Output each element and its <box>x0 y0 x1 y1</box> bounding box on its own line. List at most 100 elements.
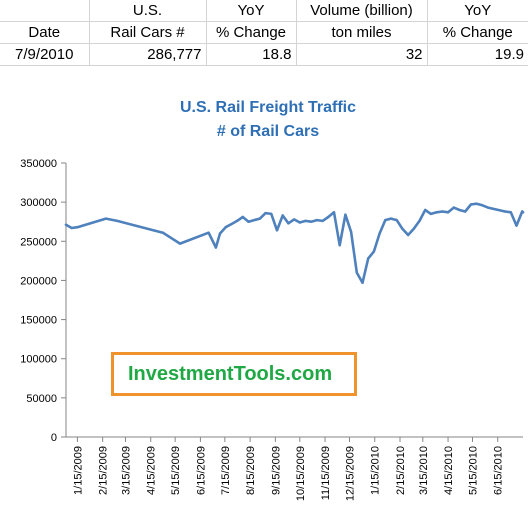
chart-subtitle: # of Rail Cars <box>217 123 319 140</box>
header-cell[interactable]: Date <box>0 21 90 44</box>
data-point <box>304 219 307 223</box>
data-point <box>235 219 239 223</box>
data-point <box>412 227 415 230</box>
data-point <box>207 231 210 234</box>
x-tick-label: 4/15/2010 <box>443 446 455 495</box>
y-tick-label: 350000 <box>20 158 57 170</box>
y-tick-label: 150000 <box>20 315 57 327</box>
data-point <box>344 213 347 216</box>
x-tick-label: 8/15/2009 <box>245 446 257 495</box>
rail-traffic-chart: U.S. Rail Freight Traffic # of Rail Cars… <box>20 99 525 501</box>
y-tick-label: 250000 <box>20 236 57 248</box>
data-row: 7/9/2010 286,777 18.8 32 19.9 <box>0 43 528 66</box>
data-point <box>116 219 119 223</box>
x-tick-label: 1/15/2009 <box>72 446 84 495</box>
data-point <box>275 229 279 232</box>
header-cell[interactable]: % Change <box>427 21 528 44</box>
data-point <box>64 223 68 226</box>
data-point <box>214 246 218 249</box>
rail-cars-cell[interactable]: 286,777 <box>89 43 207 66</box>
data-point <box>406 233 410 237</box>
x-tick-label: 4/15/2009 <box>146 446 158 495</box>
data-point <box>458 208 461 212</box>
data-point <box>224 226 227 229</box>
x-tick-label: 2/15/2009 <box>98 446 110 495</box>
x-tick-label: 6/15/2009 <box>195 446 207 495</box>
data-point <box>315 218 319 222</box>
y-tick-label: 50000 <box>26 393 57 405</box>
data-point <box>287 222 290 225</box>
x-tick-label: 12/15/2009 <box>344 446 356 501</box>
data-point <box>475 202 478 205</box>
data-point <box>372 250 376 253</box>
header-cell[interactable]: % Change <box>206 21 297 44</box>
data-point <box>389 217 393 220</box>
x-tick-label: 11/15/2009 <box>320 446 332 500</box>
data-point <box>521 211 525 214</box>
header-cell[interactable]: YoY <box>206 0 297 22</box>
data-point <box>321 219 324 223</box>
data-point <box>446 211 450 214</box>
chart-title: U.S. Rail Freight Traffic <box>180 99 356 116</box>
x-axis: 1/15/2009 2/15/2009 3/15/2009 4/15/2009 5/15… <box>66 436 523 501</box>
volume-cell[interactable]: 32 <box>296 43 428 66</box>
spreadsheet-table: U.S. YoY Volume (billion) YoY Date Rail … <box>0 0 528 66</box>
data-point <box>349 230 353 234</box>
data-point <box>298 221 301 224</box>
x-tick-label: 9/15/2009 <box>270 446 282 495</box>
header-cell[interactable]: Rail Cars # <box>89 21 207 44</box>
data-point <box>424 208 427 212</box>
data-point <box>515 224 518 227</box>
x-tick-label: 3/15/2010 <box>418 446 430 495</box>
data-point <box>218 232 222 235</box>
data-point <box>361 281 364 284</box>
data-point <box>464 210 467 213</box>
data-point <box>509 211 512 214</box>
data-point <box>230 222 233 226</box>
rail-cars-yoy-cell[interactable]: 18.8 <box>206 43 297 66</box>
data-point <box>429 212 433 216</box>
data-point <box>76 226 79 229</box>
x-tick-label: 7/15/2009 <box>220 446 232 495</box>
y-tick-label: 0 <box>51 432 57 444</box>
data-point <box>338 244 341 247</box>
x-tick-label: 6/15/2010 <box>493 446 505 495</box>
watermark-text: InvestmentTools.com <box>128 363 333 385</box>
header-cell[interactable]: ton miles <box>296 21 428 44</box>
date-cell[interactable]: 7/9/2010 <box>0 43 90 66</box>
header-cell[interactable]: YoY <box>427 0 528 22</box>
data-point <box>264 211 267 215</box>
y-axis: 0 50000 100000 150000 200000 250000 300000 3500… <box>20 158 67 444</box>
series-line <box>64 202 525 285</box>
x-tick-label: 1/15/2010 <box>370 446 382 495</box>
header-row-2: Date Rail Cars # % Change ton miles % Ch… <box>0 21 528 44</box>
data-point <box>292 218 296 221</box>
header-cell[interactable]: Volume (billion) <box>296 0 428 22</box>
data-point <box>395 218 398 222</box>
y-tick-label: 300000 <box>20 197 57 209</box>
data-point <box>178 242 182 245</box>
data-point <box>270 212 273 216</box>
data-point <box>435 211 438 214</box>
volume-yoy-cell[interactable]: 19.9 <box>427 43 528 66</box>
data-point <box>355 271 358 274</box>
data-point <box>332 211 336 214</box>
x-tick-label: 10/15/2009 <box>295 446 307 501</box>
watermark-box: InvestmentTools.com <box>111 352 357 396</box>
data-point <box>378 232 381 235</box>
data-point <box>503 210 507 213</box>
x-tick-label: 5/15/2010 <box>467 446 479 495</box>
data-point <box>367 257 370 260</box>
header-cell[interactable]: U.S. <box>89 0 207 22</box>
x-tick-label: 3/15/2009 <box>120 446 132 495</box>
data-point <box>310 220 313 223</box>
data-point <box>452 206 455 209</box>
y-tick-label: 100000 <box>20 354 57 366</box>
data-point <box>161 231 165 234</box>
data-point <box>401 227 404 230</box>
y-tick-label: 200000 <box>20 275 57 287</box>
data-point <box>384 218 387 222</box>
data-point <box>486 206 490 209</box>
data-point <box>441 210 444 213</box>
header-cell[interactable] <box>0 0 90 22</box>
